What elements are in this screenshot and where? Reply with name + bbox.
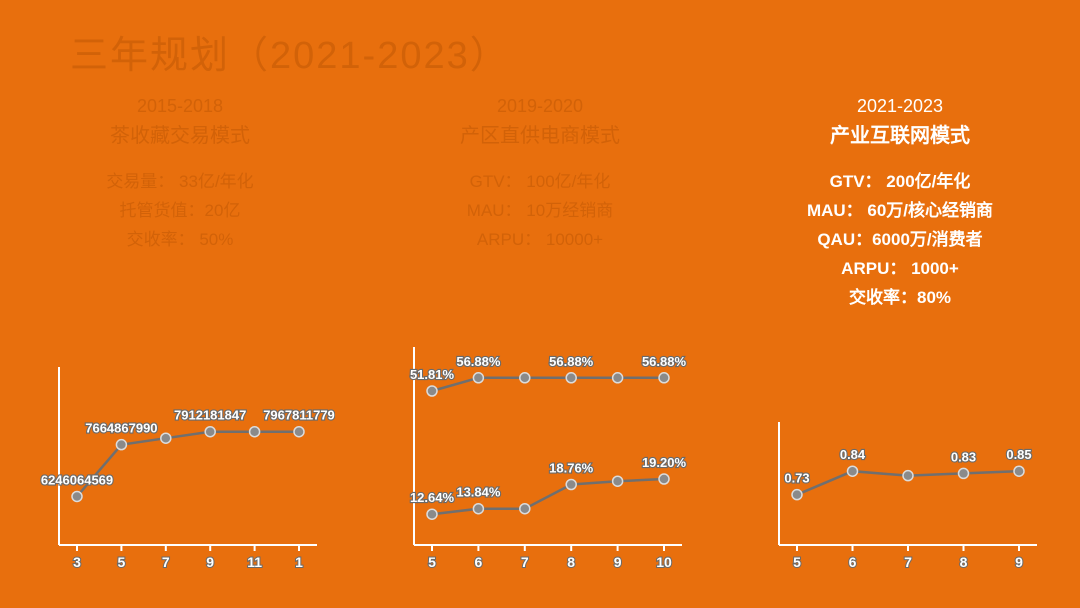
col-3-period: 2021-2023 [720, 96, 1080, 117]
svg-text:12.64%: 12.64% [410, 490, 455, 505]
metric-row: MAU： 10万经销商 [360, 197, 720, 226]
svg-text:7: 7 [162, 554, 170, 570]
columns-container: 2015-2018 茶收藏交易模式 交易量： 33亿/年化 托管货值：20亿 交… [0, 90, 1080, 580]
metric-row: QAU：6000万/消费者 [720, 226, 1080, 255]
svg-text:7: 7 [521, 554, 529, 570]
svg-text:0.83: 0.83 [951, 449, 976, 464]
metric-row: GTV： 200亿/年化 [720, 168, 1080, 197]
svg-text:9: 9 [1015, 554, 1023, 570]
metric-row: 交收率：80% [720, 284, 1080, 313]
col-3-chart: 5 6 7 8 9 0.73 0.84 0.83 0.85 [745, 410, 1055, 580]
svg-text:8: 8 [960, 554, 968, 570]
svg-text:19.20%: 19.20% [642, 455, 687, 470]
svg-text:5: 5 [428, 554, 436, 570]
svg-text:0.85: 0.85 [1006, 447, 1031, 462]
metric-row: MAU： 60万/核心经销商 [720, 197, 1080, 226]
col-1-period: 2015-2018 [0, 96, 360, 117]
svg-text:56.88%: 56.88% [549, 354, 594, 369]
page-title: 三年规划（2021-2023） [70, 24, 510, 79]
column-2: 2019-2020 产区直供电商模式 GTV： 100亿/年化 MAU： 10万… [360, 90, 720, 580]
col-2-chart: 567891012.64%13.84%18.76%19.20%51.81%56.… [380, 335, 700, 580]
svg-text:7912181847: 7912181847 [174, 408, 246, 423]
svg-text:7: 7 [904, 554, 912, 570]
metric-row: ARPU： 10000+ [360, 226, 720, 255]
svg-text:8: 8 [567, 554, 575, 570]
col-1-chart: 3579111624606456976648679907912181847796… [25, 355, 335, 580]
col-2-metrics: GTV： 100亿/年化 MAU： 10万经销商 ARPU： 10000+ [360, 168, 720, 255]
column-1: 2015-2018 茶收藏交易模式 交易量： 33亿/年化 托管货值：20亿 交… [0, 90, 360, 580]
svg-text:0.84: 0.84 [840, 447, 866, 462]
svg-text:7967811779: 7967811779 [263, 408, 335, 423]
svg-text:5: 5 [793, 554, 801, 570]
svg-text:51.81%: 51.81% [410, 367, 455, 382]
svg-text:18.76%: 18.76% [549, 461, 594, 476]
svg-text:1: 1 [295, 554, 303, 570]
col-2-model: 产区直供电商模式 [360, 119, 720, 148]
metric-row: 交收率： 50% [0, 226, 360, 255]
svg-text:5: 5 [118, 554, 126, 570]
metric-row: GTV： 100亿/年化 [360, 168, 720, 197]
column-3: 2021-2023 产业互联网模式 GTV： 200亿/年化 MAU： 60万/… [720, 90, 1080, 580]
svg-text:7664867990: 7664867990 [85, 421, 157, 436]
svg-text:10: 10 [656, 554, 672, 570]
col-3-model: 产业互联网模式 [720, 119, 1080, 148]
col-1-header: 2015-2018 茶收藏交易模式 [0, 96, 360, 148]
svg-text:56.88%: 56.88% [642, 354, 687, 369]
svg-text:56.88%: 56.88% [456, 354, 501, 369]
col-2-period: 2019-2020 [360, 96, 720, 117]
svg-text:6: 6 [849, 554, 857, 570]
svg-text:13.84%: 13.84% [456, 485, 501, 500]
svg-text:6: 6 [475, 554, 483, 570]
svg-text:6246064569: 6246064569 [41, 472, 113, 487]
metric-row: 交易量： 33亿/年化 [0, 168, 360, 197]
metric-row: ARPU： 1000+ [720, 255, 1080, 284]
col-1-model: 茶收藏交易模式 [0, 119, 360, 148]
metric-row: 托管货值：20亿 [0, 197, 360, 226]
svg-text:11: 11 [247, 554, 262, 570]
col-3-header: 2021-2023 产业互联网模式 [720, 96, 1080, 148]
col-2-header: 2019-2020 产区直供电商模式 [360, 96, 720, 148]
svg-text:0.73: 0.73 [784, 471, 809, 486]
col-1-metrics: 交易量： 33亿/年化 托管货值：20亿 交收率： 50% [0, 168, 360, 255]
svg-text:3: 3 [73, 554, 81, 570]
svg-text:9: 9 [614, 554, 622, 570]
col-3-metrics: GTV： 200亿/年化 MAU： 60万/核心经销商 QAU：6000万/消费… [720, 168, 1080, 312]
svg-text:9: 9 [206, 554, 214, 570]
